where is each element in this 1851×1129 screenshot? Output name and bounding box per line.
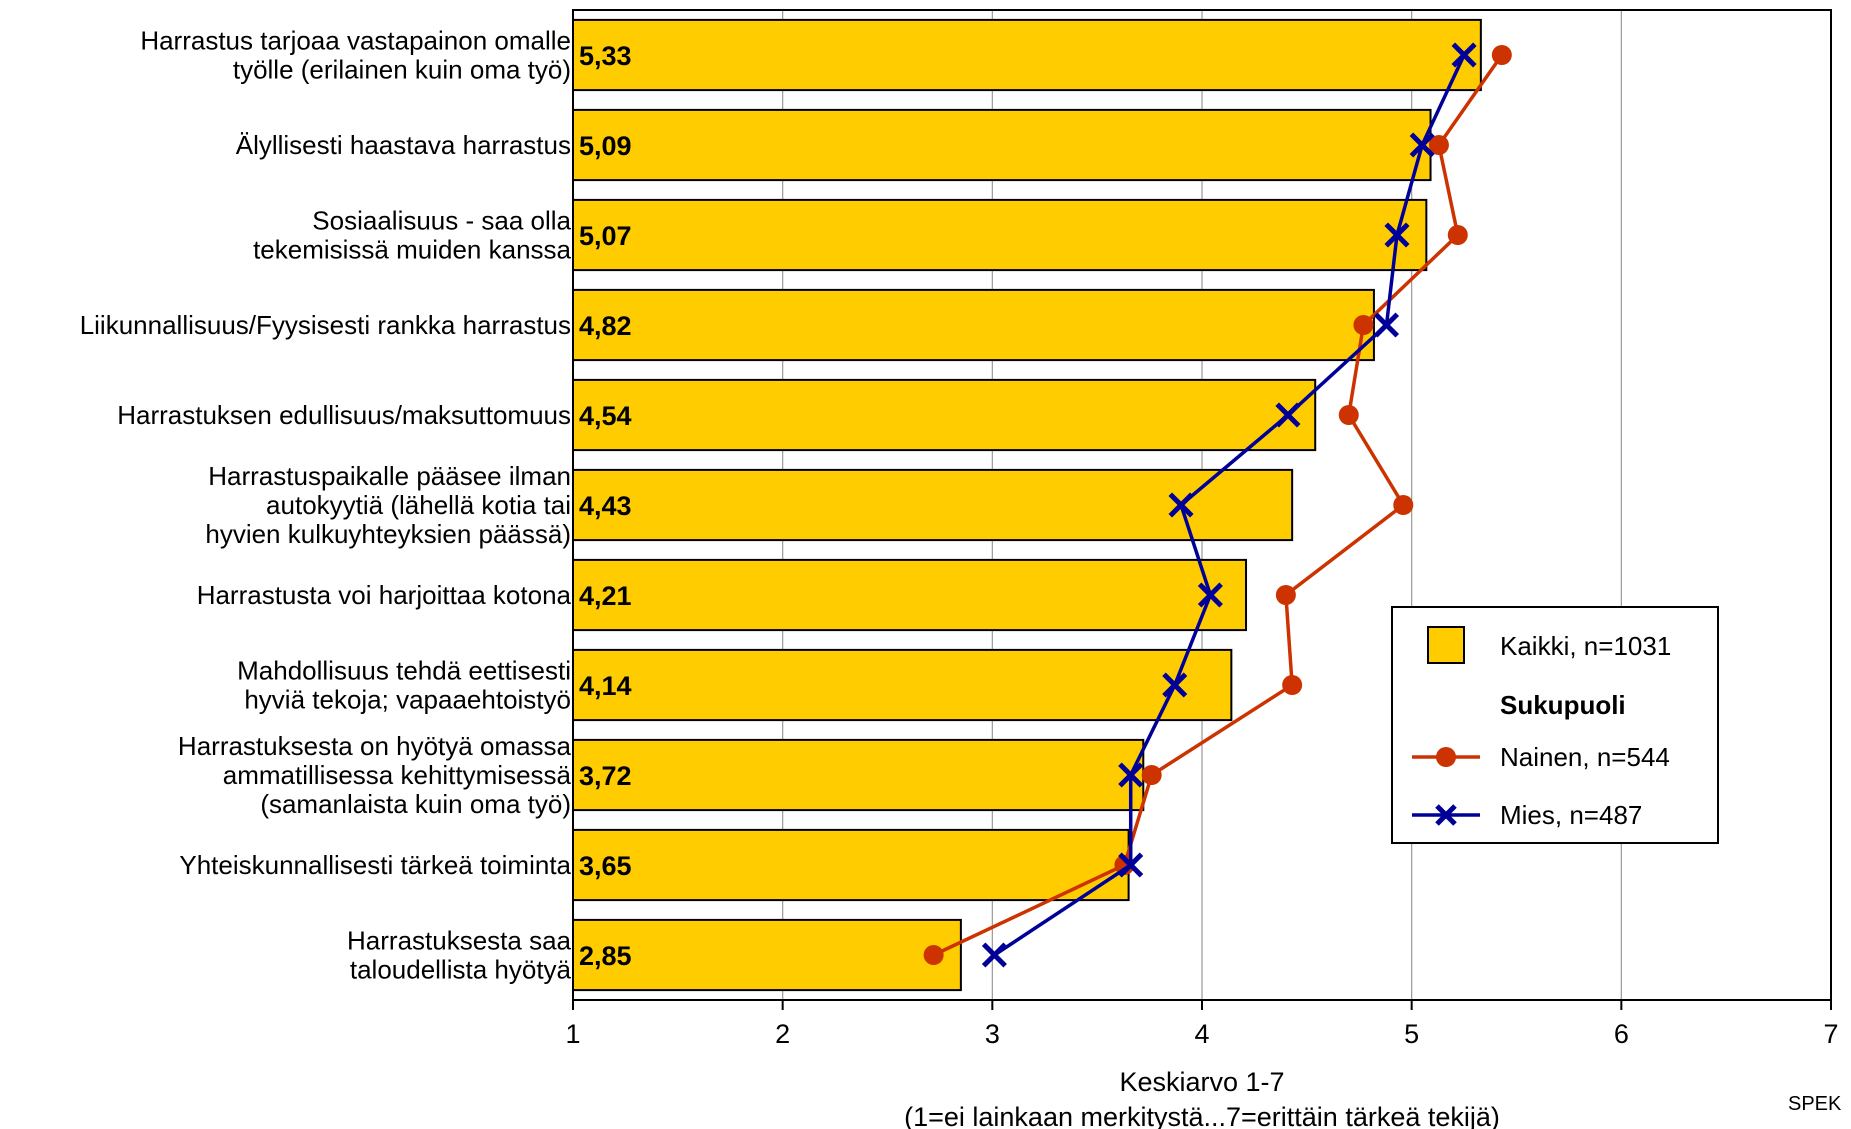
data-point [1118,852,1144,878]
data-point [1118,762,1144,788]
category-label: Harrastuspaikalle pääsee ilman autokyytiä… [205,461,571,549]
data-point [1275,585,1296,605]
data-point [981,942,1007,968]
legend-label: Nainen, n=544 [1500,742,1670,772]
data-point [1428,135,1449,155]
bar [572,738,1145,812]
category-label: Harrastusta voi harjoittaa kotona [197,580,572,610]
bar [572,288,1375,362]
category-label: Älyllisesti haastava harrastus [236,130,571,160]
tick-label: 3 [985,1019,1000,1049]
category-label: Harrastus tarjoaa vastapainon omalle työl… [140,26,571,85]
legend-label: Kaikki, n=1031 [1500,631,1671,661]
data-point [1338,405,1359,425]
data-point [1409,132,1435,158]
bar [572,198,1428,272]
data-point [1141,765,1162,785]
bar-value-label: 5,09 [579,131,632,161]
category-label: Mahdollisuus tehdä eettisesti hyviä tekoj… [237,656,571,715]
data-point [1451,42,1477,68]
tick-label: 1 [565,1019,580,1049]
data-point [1447,225,1468,245]
category-label: Harrastuksesta saa taloudellista hyötyä [347,926,572,985]
category-labels: Harrastus tarjoaa vastapainon omalle työl… [80,26,572,985]
data-point [1393,495,1414,515]
bars: 5,33 5,09 5,07 4,82 4,54 4,43 4,21 4,14 3,72 3,65… [572,18,1482,992]
bar [572,468,1294,542]
series-lines [923,42,1512,968]
data-point [1373,312,1400,338]
data-point [1168,492,1194,518]
bar-value-label: 4,82 [579,311,632,341]
category-label: Harrastuksen edullisuus/maksuttomuus [117,400,571,430]
tick-label: 4 [1194,1019,1209,1049]
tick-label: 5 [1404,1019,1419,1049]
legend-label: Mies, n=487 [1500,800,1642,830]
legend: Kaikki, n=1031 Sukupuoli Nainen, n=544 Mies… [1391,606,1719,844]
data-point [1491,45,1512,65]
bar-value-label: 4,21 [579,581,632,611]
legend-marker [1435,804,1457,826]
bar-value-label: 4,43 [579,491,632,521]
data-point [1282,675,1303,695]
legend-group-title: Sukupuoli [1500,690,1626,720]
x-axis: 1 2 3 4 5 6 7 [565,1000,1839,1049]
x-axis-title-line: Keskiarvo 1-7 [1119,1067,1284,1097]
bar [572,378,1317,452]
bar-value-label: 3,72 [579,761,632,791]
data-point [923,945,944,965]
data-point [1384,222,1410,248]
legend-swatch [1427,626,1465,664]
tick-label: 2 [775,1019,790,1049]
bar [572,648,1233,722]
bar [572,108,1432,182]
data-point [1162,672,1188,698]
bar [572,828,1130,902]
bar-value-label: 4,54 [579,401,632,431]
category-label: Sosiaalisuus - saa olla tekemisissä muide… [253,206,571,265]
data-point [1353,315,1374,335]
bar-value-label: 5,33 [579,41,632,71]
source-label: SPEK [1788,1093,1842,1115]
bar-value-label: 5,07 [579,221,632,251]
category-label: Harrastuksesta on hyötyä omassa ammatilli… [178,731,572,819]
legend-marker [1436,747,1456,767]
category-label: Yhteiskunnallisesti tärkeä toiminta [179,850,571,880]
tick-label: 7 [1823,1019,1838,1049]
bar-value-label: 3,65 [579,851,632,881]
bar-value-label: 4,14 [579,671,632,701]
data-point [1197,582,1223,608]
bar-value-label: 2,85 [579,941,632,971]
x-axis-title-line: (1=ei lainkaan merkitystä...7=erittäin t… [904,1102,1500,1129]
bar [572,18,1482,92]
category-label: Liikunnallisuus/Fyysisesti rankka harras… [80,310,571,340]
x-axis-title: Keskiarvo 1-7 (1=ei lainkaan merkitystä..… [904,1067,1500,1129]
bar [572,558,1248,632]
data-point [1275,402,1301,428]
tick-label: 6 [1614,1019,1629,1049]
